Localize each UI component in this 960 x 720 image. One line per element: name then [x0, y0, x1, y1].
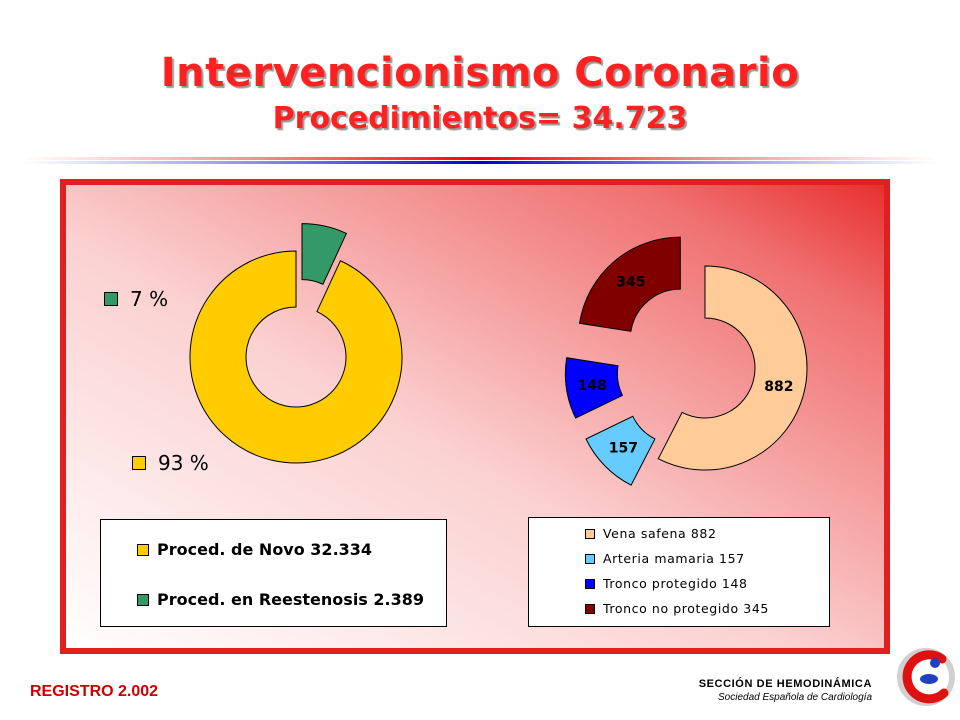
legend-label-tronco-protegido: Tronco protegido 148 — [603, 576, 748, 591]
legend-label-arteria-mamaria: Arteria mamaria 157 — [603, 551, 745, 566]
slice-reestenosis — [301, 223, 348, 285]
pct-label-reestenosis: 7 % — [104, 287, 168, 311]
legend-item-vena-safena: Vena safena 882 — [585, 526, 717, 541]
legend-item-arteria-mamaria: Arteria mamaria 157 — [585, 551, 745, 566]
footer-credits: SECCIÓN DE HEMODINÁMICA Sociedad Español… — [699, 678, 872, 703]
legend-item-reestenosis: Proced. en Reestenosis 2.389 — [137, 590, 424, 609]
legend-item-novo: Proced. de Novo 32.334 — [137, 540, 372, 559]
legend-label-reestenosis: Proced. en Reestenosis 2.389 — [157, 590, 424, 609]
slice-tronco-no-protegido — [578, 236, 681, 332]
page-subtitle: Procedimientos= 34.723 — [272, 101, 688, 136]
data-label-tronco-no-protegido: 345 — [616, 274, 645, 290]
data-label-tronco-protegido: 148 — [578, 378, 607, 394]
pct-text-reestenosis: 7 % — [130, 287, 169, 311]
slice-tronco-protegido — [564, 357, 624, 419]
donut-charts: 882 157 148 345 — [189, 223, 808, 486]
legend-label-novo: Proced. de Novo 32.334 — [157, 540, 373, 559]
slice-vena-safena — [657, 265, 808, 471]
legend-procedimientos: Proced. de Novo 32.334 Proced. en Reeste… — [100, 519, 447, 627]
pct-swatch-reestenosis — [104, 292, 118, 306]
sec-cardiology-logo-icon — [897, 648, 955, 706]
chart-panel: 882 157 148 345 7 % 93 % Proced. de Novo 32… — [60, 179, 890, 654]
legend-item-tronco-no-protegido: Tronco no protegido 345 — [585, 601, 769, 616]
legend-reestenosis-detalle: Vena safena 882 Arteria mamaria 157 Tron… — [528, 517, 830, 627]
data-label-vena-safena: 882 — [764, 379, 793, 395]
legend-swatch-tronco-protegido — [585, 578, 595, 589]
slice-arteria-mamaria — [585, 415, 656, 486]
legend-swatch-reestenosis — [137, 593, 149, 606]
page-title: Intervencionismo Coronario — [160, 50, 800, 96]
legend-swatch-tronco-no-protegido — [585, 603, 595, 614]
pct-text-novo: 93 % — [158, 451, 209, 475]
seccion-label: SECCIÓN DE HEMODINÁMICA — [698, 678, 872, 690]
pct-swatch-novo — [132, 456, 146, 470]
data-label-arteria-mamaria: 157 — [609, 441, 638, 457]
legend-label-vena-safena: Vena safena 882 — [603, 526, 717, 541]
legend-swatch-arteria-mamaria — [585, 553, 595, 564]
legend-item-tronco-protegido: Tronco protegido 148 — [585, 576, 748, 591]
sociedad-label: Sociedad Española de Cardiología — [718, 692, 872, 703]
slice-novo — [189, 250, 403, 464]
legend-swatch-novo — [137, 543, 149, 556]
legend-label-tronco-no-protegido: Tronco no protegido 345 — [603, 601, 769, 616]
pct-label-novo: 93 % — [132, 451, 209, 475]
registro-label: REGISTRO 2.002 — [30, 683, 159, 700]
legend-swatch-vena-safena — [585, 528, 595, 539]
title-divider — [20, 157, 940, 164]
